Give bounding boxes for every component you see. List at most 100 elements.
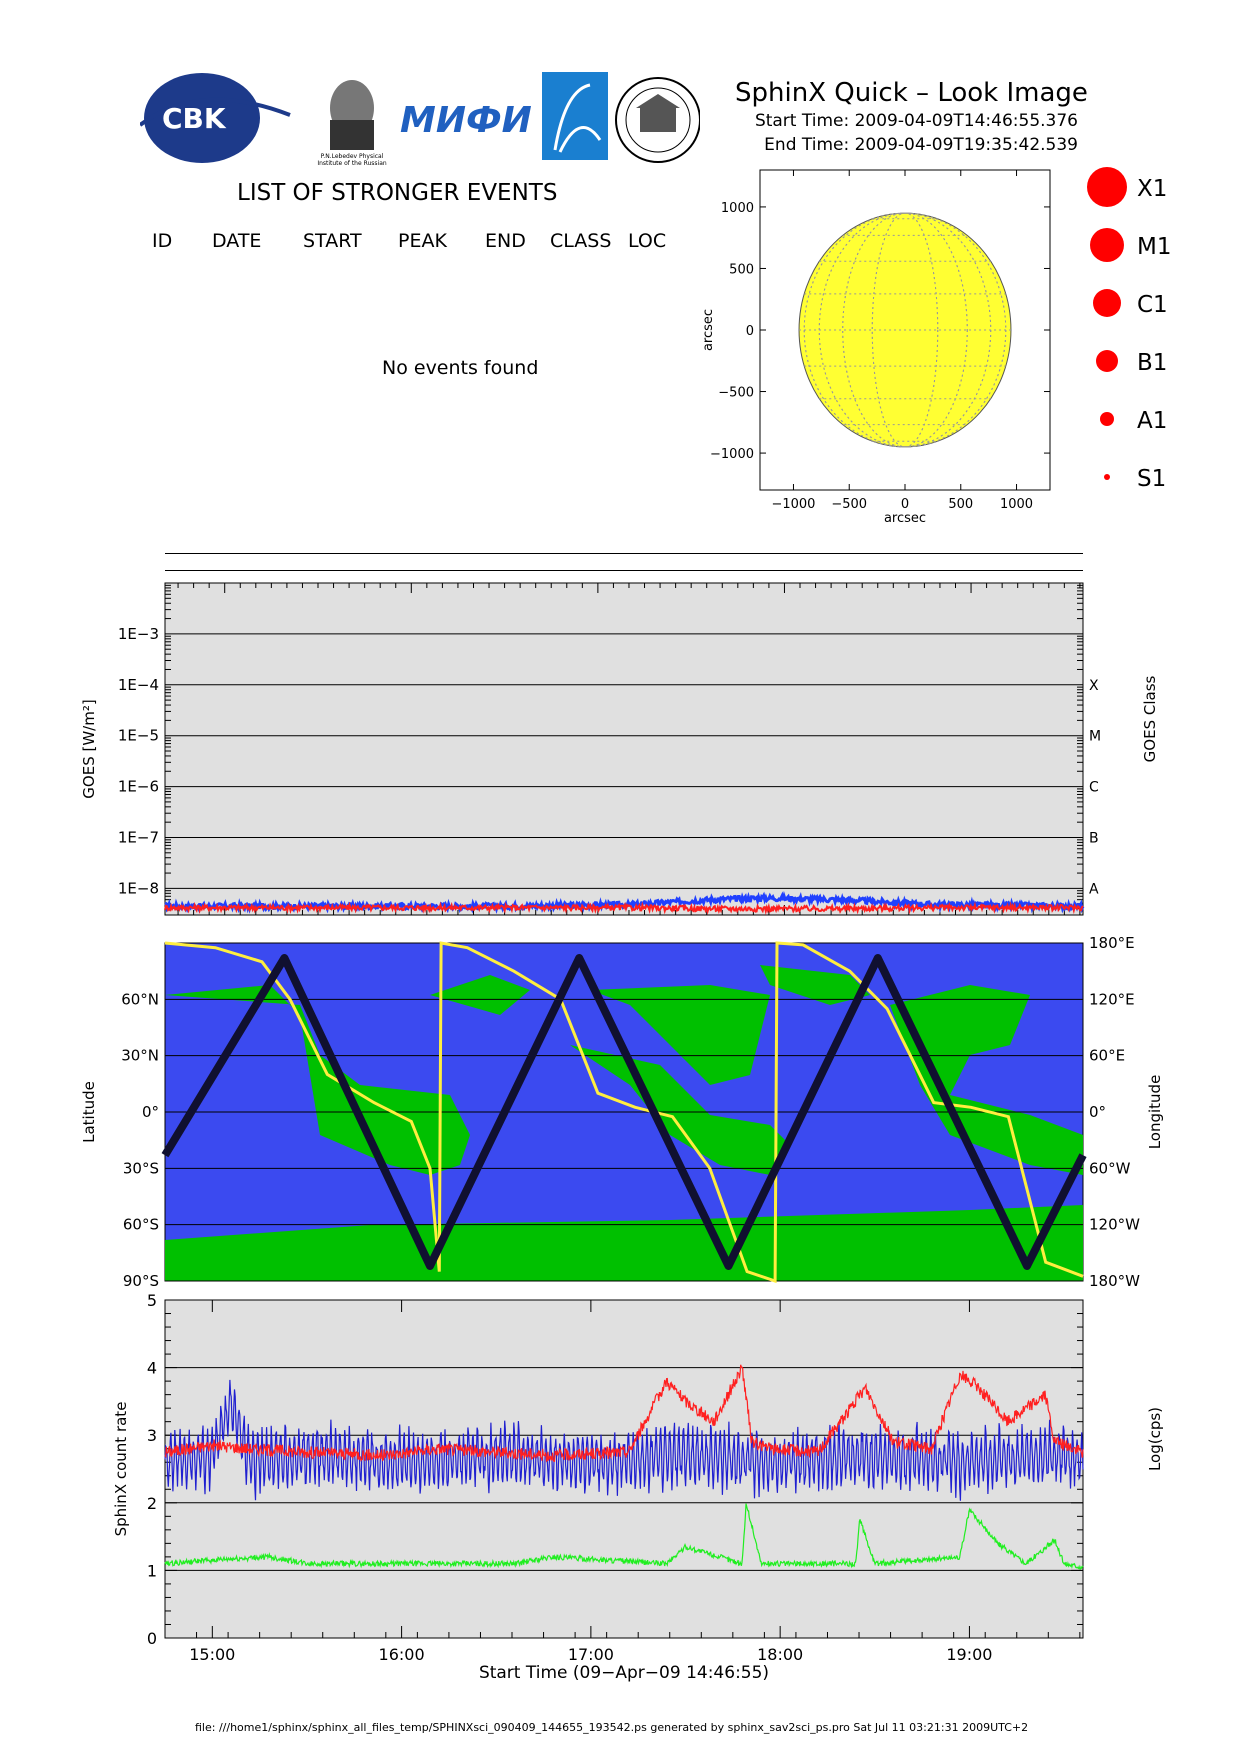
goes-class-label: M xyxy=(1089,729,1101,745)
sun-grid-longitude xyxy=(818,212,992,448)
page-title: SphinX Quick – Look Image xyxy=(735,78,1088,108)
sphinx-plot-area xyxy=(164,1299,1084,1639)
sun-grid-longitude xyxy=(842,212,968,448)
column-class: CLASS xyxy=(550,230,612,252)
goes-y-tick-label: 1E−7 xyxy=(118,828,159,846)
column-start: START xyxy=(303,230,362,252)
column-date: DATE xyxy=(212,230,262,252)
goes-class-label: C xyxy=(1089,780,1099,796)
map-land-region xyxy=(165,985,470,1175)
svg-text:Institute of the Russian: Institute of the Russian xyxy=(317,160,387,167)
orbit-y-tick-label: 30°S xyxy=(123,1159,159,1177)
flare-label-m1: M1 xyxy=(1137,234,1172,260)
column-end: END xyxy=(485,230,526,252)
sun-x-tick-label: 500 xyxy=(948,497,973,512)
flare-scale-svg xyxy=(1087,167,1127,480)
svg-text:P.N.Lebedev Physical: P.N.Lebedev Physical xyxy=(321,153,384,160)
flare-scale xyxy=(1080,160,1230,500)
cbk-pan-logo: CBK xyxy=(138,73,291,163)
divider-top xyxy=(165,553,1083,554)
goes-y-tick-label: 1E−8 xyxy=(118,879,159,897)
footer-file-info: file: ///home1/sphinx/sphinx_all_files_t… xyxy=(195,1721,1029,1734)
column-id: ID xyxy=(152,230,173,252)
orbit-y-tick-label: 0° xyxy=(142,1103,159,1121)
goes-y-axis-label: GOES [W/m²] xyxy=(80,699,98,798)
map-land-region xyxy=(165,1205,1083,1281)
map-land-region xyxy=(570,1045,790,1175)
orbit-y2-tick-label: 180°E xyxy=(1089,935,1135,952)
flare-label-a1: A1 xyxy=(1137,408,1168,434)
university-seal-logo xyxy=(615,77,701,163)
sphinx-y-tick-label: 4 xyxy=(147,1359,157,1378)
miphi-logo: МИФИ xyxy=(400,100,532,141)
orbit-y2-axis-label: Longitude xyxy=(1146,1075,1164,1150)
sphinx-x-tick-label: 16:00 xyxy=(379,1645,425,1664)
flare-marker-c1 xyxy=(1093,289,1121,317)
sun-x-tick-label: 0 xyxy=(901,497,909,512)
orbit-y-tick-label: 60°S xyxy=(123,1216,159,1234)
sphinx-y-tick-label: 0 xyxy=(147,1629,157,1648)
flare-marker-x1 xyxy=(1087,167,1127,207)
header-logos: CBK P.N.Lebedev Physical Institute of th… xyxy=(138,70,701,170)
sphinx-count-rate-chart: 0 1 2 3 4 5 15:00 16:00 17:00 18:00 19:00 Start Tim… xyxy=(112,1291,1164,1683)
events-title: LIST OF STRONGER EVENTS xyxy=(237,180,558,206)
sphinx-series-red xyxy=(164,1364,1084,1463)
flare-label-b1: B1 xyxy=(1137,350,1168,376)
svg-text:МИФИ: МИФИ xyxy=(400,100,532,141)
sphinx-y2-axis-label: Log(cps) xyxy=(1146,1407,1164,1471)
start-time: Start Time: 2009-04-09T14:46:55.376 xyxy=(754,111,1078,131)
flare-marker-m1 xyxy=(1090,228,1124,262)
column-loc: LOC xyxy=(628,230,667,252)
sphinx-x-tick-label: 18:00 xyxy=(757,1645,803,1664)
column-peak: PEAK xyxy=(398,230,447,252)
logos-svg: CBK P.N.Lebedev Physical Institute of th… xyxy=(138,72,701,167)
sun-x-tick-label: −1000 xyxy=(771,497,815,512)
goes-plot-area xyxy=(164,582,1084,916)
orbit-y2-tick-label: 180°W xyxy=(1089,1272,1140,1290)
goes-y-tick-label: 1E−5 xyxy=(118,727,159,745)
orbit-map-chart: 60°N 30°N 0° 30°S 60°S 90°S 180°E 120°E 60°E 0° 60… xyxy=(80,935,1164,1290)
sphinx-x-tick-label: 17:00 xyxy=(568,1645,614,1664)
sun-y-tick-label: −500 xyxy=(718,386,754,401)
goes-y-tick-label: 1E−4 xyxy=(118,676,159,694)
sun-x-tick-label: 1000 xyxy=(1000,497,1033,512)
sphinx-y-axis-label: SphinX count rate xyxy=(112,1402,130,1537)
goes-class-label: X xyxy=(1089,678,1099,694)
map-land-region xyxy=(890,985,1083,1175)
map-land-region xyxy=(590,985,770,1085)
flare-label-x1: X1 xyxy=(1137,176,1168,202)
sun-y-tick-label: −1000 xyxy=(710,447,754,462)
sun-x-tick-label: −500 xyxy=(831,497,867,512)
orbit-y2-tick-label: 0° xyxy=(1089,1103,1106,1121)
sun-y-tick-label: 0 xyxy=(746,324,754,339)
goes-y2-axis-label: GOES Class xyxy=(1141,675,1159,762)
rocket-logo xyxy=(542,72,608,160)
orbit-y2-tick-label: 120°W xyxy=(1089,1216,1140,1234)
orbit-y2-tick-label: 120°E xyxy=(1089,990,1135,1008)
sun-y-tick-label: 500 xyxy=(729,262,754,277)
orbit-track xyxy=(161,954,1087,1270)
orbit-y-tick-label: 60°N xyxy=(121,990,159,1008)
end-time: End Time: 2009-04-09T19:35:42.539 xyxy=(764,135,1078,155)
orbit-y-tick-label: 30°N xyxy=(121,1047,159,1065)
sphinx-series-green xyxy=(164,1503,1084,1570)
goes-class-label: B xyxy=(1089,830,1099,846)
goes-flux-chart: 1E−3 1E−4 1E−5 1E−6 1E−7 1E−8 X M C B A GOES [W/m²]… xyxy=(80,582,1159,916)
sun-disk-chart: −1000 −500 0 500 1000 1000 500 0 −500 −1000 arcsec… xyxy=(701,169,1051,526)
orbit-y-tick-label: 90°S xyxy=(123,1272,159,1290)
goes-class-label: A xyxy=(1089,881,1099,897)
sphinx-y-tick-label: 3 xyxy=(147,1426,157,1445)
goes-series-short xyxy=(164,901,1084,916)
sun-x-axis-label: arcsec xyxy=(884,511,926,526)
orbit-y-axis-label: Latitude xyxy=(80,1081,98,1143)
sphinx-x-tick-label: 19:00 xyxy=(946,1645,992,1664)
flare-marker-b1 xyxy=(1096,350,1118,372)
sun-y-axis-label: arcsec xyxy=(701,309,716,351)
sphinx-y-tick-label: 2 xyxy=(147,1494,157,1513)
goes-y-tick-label: 1E−3 xyxy=(118,625,159,643)
no-events-message: No events found xyxy=(382,357,539,379)
sphinx-y-tick-label: 5 xyxy=(147,1291,157,1310)
sun-grid-longitude xyxy=(803,212,1007,448)
sphinx-x-tick-label: 15:00 xyxy=(189,1645,235,1664)
flare-label-s1: S1 xyxy=(1137,466,1167,492)
